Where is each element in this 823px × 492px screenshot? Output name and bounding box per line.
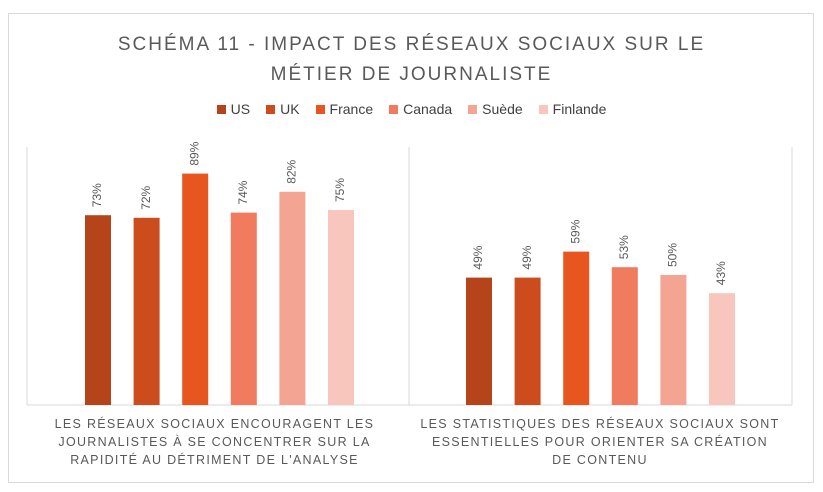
legend-item-uk: UK bbox=[266, 101, 300, 117]
legend-swatch-finlande bbox=[538, 104, 548, 114]
bar-sude-cat2 bbox=[660, 275, 687, 405]
legend-swatch-us bbox=[216, 104, 226, 114]
legend-label-us: US bbox=[230, 101, 251, 117]
bar-finlande-cat1 bbox=[328, 210, 354, 405]
legend-item-france: France bbox=[315, 101, 374, 117]
bar-canada-cat2 bbox=[611, 267, 638, 405]
data-label-sude-cat1: 82% bbox=[285, 159, 299, 183]
bar-france-cat1 bbox=[182, 173, 209, 405]
category-label-2: LES STATISTIQUES DES RÉSEAUX SOCIAUX SON… bbox=[404, 415, 796, 469]
data-label-canada-cat2: 53% bbox=[617, 235, 631, 259]
legend-swatch-suede bbox=[468, 104, 478, 114]
bar-canada-cat1 bbox=[230, 212, 257, 405]
data-label-canada-cat1: 74% bbox=[236, 180, 250, 204]
legend-item-us: US bbox=[216, 101, 251, 117]
data-label-uk-cat2: 49% bbox=[520, 245, 534, 269]
legend-item-finlande: Finlande bbox=[538, 101, 607, 117]
data-label-uk-cat1: 72% bbox=[139, 185, 153, 209]
category-label-1-line-2: JOURNALISTES À SE CONCENTRER SUR LA bbox=[58, 435, 371, 449]
data-label-sude-cat2: 50% bbox=[666, 243, 680, 267]
bar-uk-cat2 bbox=[514, 277, 541, 405]
data-label-us-cat1: 73% bbox=[90, 183, 104, 207]
bar-us-cat1 bbox=[85, 215, 111, 405]
legend-label-uk: UK bbox=[280, 101, 300, 117]
legend-swatch-uk bbox=[266, 104, 276, 114]
bar-uk-cat1 bbox=[133, 217, 160, 405]
legend-swatch-canada bbox=[389, 104, 399, 114]
legend-label-canada: Canada bbox=[403, 101, 453, 117]
data-label-france-cat2: 59% bbox=[568, 219, 582, 243]
legend-label-finlande: Finlande bbox=[552, 101, 607, 117]
bar-finlande-cat2 bbox=[709, 293, 735, 405]
category-label-1-line-3: RAPIDITÉ AU DÉTRIMENT DE L'ANALYSE bbox=[70, 453, 359, 467]
chart-title-line-1: SCHÉMA 11 - IMPACT DES RÉSEAUX SOCIAUX S… bbox=[117, 34, 706, 55]
bar-sude-cat1 bbox=[279, 191, 306, 405]
legend-label-suede: Suède bbox=[482, 101, 523, 117]
legend-label-france: France bbox=[329, 101, 374, 117]
category-label-2-line-1: LES STATISTIQUES DES RÉSEAUX SOCIAUX SON… bbox=[420, 417, 780, 431]
bar-us-cat2 bbox=[466, 277, 492, 405]
category-label-1-line-1: LES RÉSEAUX SOCIAUX ENCOURAGENT LES bbox=[54, 417, 375, 431]
legend-item-suede: Suède bbox=[468, 101, 523, 117]
category-label-1: LES RÉSEAUX SOCIAUX ENCOURAGENT LES JOUR… bbox=[27, 415, 402, 469]
legend-item-canada: Canada bbox=[389, 101, 452, 117]
legend-swatch-france bbox=[315, 104, 325, 114]
chart-legend: US UK France Canada Suède Finlande bbox=[0, 101, 823, 117]
chart-title: SCHÉMA 11 - IMPACT DES RÉSEAUX SOCIAUX S… bbox=[0, 30, 823, 90]
bar-france-cat2 bbox=[563, 251, 590, 405]
category-label-2-line-3: DE CONTENU bbox=[552, 453, 648, 467]
data-label-france-cat1: 89% bbox=[187, 141, 201, 165]
category-label-2-line-2: ESSENTIELLES POUR ORIENTER SA CRÉATION bbox=[431, 435, 769, 449]
data-label-us-cat2: 49% bbox=[471, 245, 485, 269]
data-label-finlande-cat1: 75% bbox=[333, 178, 347, 202]
chart-title-line-2: MÉTIER DE JOURNALISTE bbox=[270, 64, 553, 85]
data-label-finlande-cat2: 43% bbox=[714, 261, 728, 285]
